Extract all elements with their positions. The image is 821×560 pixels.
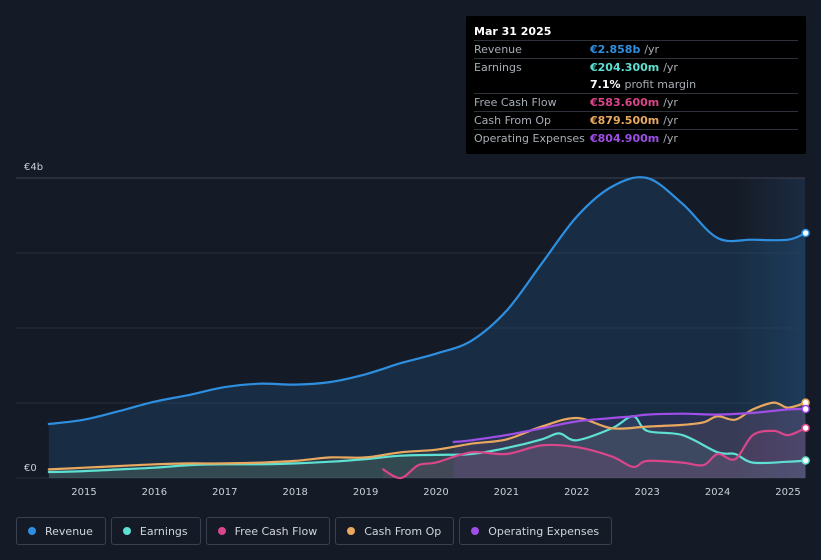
tooltip-row-value: 7.1% [590, 78, 621, 91]
legend-dot-icon [217, 527, 226, 535]
x-tick-label: 2019 [353, 487, 378, 498]
legend-item-free-cash-flow[interactable]: Free Cash Flow [205, 517, 331, 545]
x-tick-label: 2020 [423, 487, 448, 498]
legend-dot-icon [471, 527, 480, 535]
end-marker-earnings [801, 456, 810, 465]
tooltip-row-unit: /yr [663, 96, 678, 109]
tooltip: Mar 31 2025 Revenue €2.858b/yr Earnings €20… [466, 16, 806, 154]
line-operating-expenses [452, 407, 807, 444]
x-tick-label: 2023 [634, 487, 659, 498]
legend-item-revenue[interactable]: Revenue [16, 517, 106, 545]
end-marker-revenue [801, 228, 810, 238]
tooltip-row-label: Free Cash Flow [474, 96, 557, 109]
tooltip-row-value: €2.858b [590, 43, 641, 56]
x-tick-label: 2022 [564, 487, 589, 498]
x-tick-label: 2018 [282, 487, 307, 498]
legend-label: Operating Expenses [488, 524, 600, 538]
end-marker-free-cash-flow [801, 423, 810, 433]
x-tick-label: 2021 [494, 487, 519, 498]
legend-label: Revenue [45, 524, 93, 538]
tooltip-date: Mar 31 2025 [474, 25, 552, 38]
tooltip-row-label: Operating Expenses [474, 132, 585, 145]
tooltip-row-unit: /yr [663, 132, 678, 145]
tooltip-row-label: Earnings [474, 61, 522, 74]
y-tick-label: €0 [24, 463, 37, 474]
grid-lines [16, 177, 805, 479]
tooltip-row: 7.1% profit margin [474, 76, 798, 93]
tooltip-row-unit: /yr [663, 114, 678, 127]
line-revenue [47, 176, 807, 426]
legend-label: Cash From Op [364, 524, 442, 538]
x-tick-label: 2024 [705, 487, 730, 498]
x-tick-label: 2016 [142, 487, 167, 498]
x-tick-label: 2017 [212, 487, 237, 498]
y-tick-label: €4b [24, 162, 43, 173]
tooltip-row-value: €804.900m [590, 132, 660, 145]
legend: Revenue Earnings Free Cash Flow Cash From O… [16, 517, 613, 545]
legend-item-earnings[interactable]: Earnings [110, 517, 201, 545]
end-marker-operating-expenses [801, 404, 810, 414]
tooltip-row-unit: /yr [644, 43, 660, 56]
tooltip-row: Earnings €204.300m/yr [474, 58, 798, 76]
legend-dot-icon [122, 527, 131, 535]
legend-item-operating-expenses[interactable]: Operating Expenses [459, 517, 613, 545]
area-operating-expenses [453, 409, 806, 478]
tooltip-row-value: €583.600m [590, 96, 660, 109]
x-tick-label: 2025 [775, 487, 800, 498]
tooltip-row-unit: profit margin [624, 78, 697, 91]
area-revenue [48, 177, 806, 478]
line-free-cash-flow [382, 426, 807, 480]
tooltip-row: Free Cash Flow €583.600m/yr [474, 93, 798, 111]
tooltip-row-unit: /yr [663, 61, 678, 74]
series-end-markers [801, 228, 810, 465]
tooltip-row: Cash From Op €879.500m/yr [474, 111, 798, 129]
tooltip-row-label: Cash From Op [474, 114, 552, 127]
line-cash-from-op [47, 401, 807, 471]
line-earnings [47, 415, 807, 474]
legend-dot-icon [347, 527, 356, 535]
legend-item-cash-from-op[interactable]: Cash From Op [335, 517, 455, 545]
legend-label: Free Cash Flow [234, 524, 318, 538]
area-earnings [48, 416, 806, 478]
tooltip-row-value: €879.500m [590, 114, 660, 127]
axes: €4b €0 2015 2016 2017 2018 2019 2020 2021 2022 202… [24, 162, 801, 498]
legend-dot-icon [28, 527, 36, 535]
series-lines [47, 176, 807, 480]
tooltip-row: Revenue €2.858b/yr [474, 40, 798, 58]
tooltip-row-label: Revenue [474, 43, 522, 56]
x-tick-label: 2015 [71, 487, 96, 498]
legend-label: Earnings [139, 524, 188, 538]
tooltip-row-value: €204.300m [590, 61, 660, 74]
tooltip-rows: Revenue €2.858b/yr Earnings €204.300m/yr 7.1… [474, 40, 798, 147]
tooltip-row: Operating Expenses €804.900m/yr [474, 129, 798, 147]
